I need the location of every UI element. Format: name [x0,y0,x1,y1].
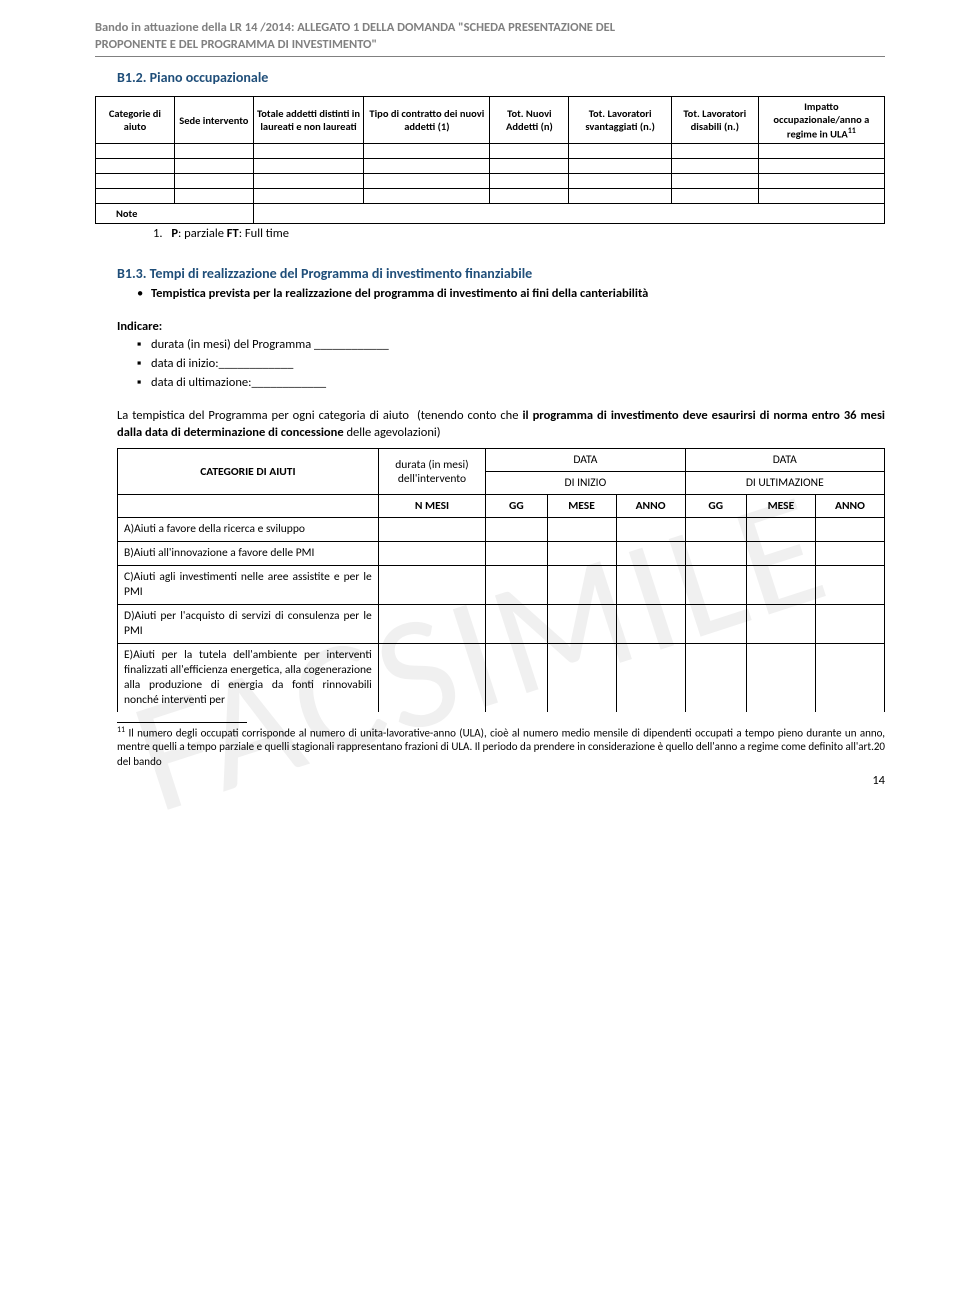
table-row: Note [96,204,885,224]
table-row: E)Aiuti per la tutela dell'ambiente per … [118,643,885,711]
footnote-sup: 11 [117,725,125,735]
table-row [96,189,885,204]
t1-h3: Tipo di contratto dei nuovi addetti (1) [364,96,490,144]
table-row [96,144,885,159]
section-b12-title: B1.2. Piano occupazionale [117,69,885,86]
t1-h6: Tot. Lavoratori disabili (n.) [671,96,758,144]
header-line2: PROPONENTE E DEL PROGRAMMA DI INVESTIMEN… [95,37,885,54]
t2-sub-gg2: GG [685,495,746,518]
t2-sub-nmesi: N MESI [378,495,485,518]
t1-h7: Impatto occupazionale/anno a regime in U… [758,96,884,144]
t2-hdr-inizio: DI INIZIO [486,472,685,495]
t2-sub-mese2: MESE [746,495,815,518]
page-number: 14 [95,773,885,788]
t1-h5: Tot. Lavoratori svantaggiati (n.) [569,96,672,144]
b13-bullet: •Tempistica prevista per la realizzazion… [137,286,885,303]
t2-hdr-dur: durata (in mesi) dell'intervento [378,449,485,495]
t2-hdr-cat: CATEGORIE DI AIUTI [118,449,379,495]
sq-item: ▪durata (in mesi) del Programma ________… [137,336,885,355]
note-text: P: parziale FT: Full time [171,226,289,241]
sq-item: ▪data di inizio:____________ [137,355,885,374]
table-row: D)Aiuti per l'acquisto di servizi di con… [118,604,885,643]
t1-h0: Categorie di aiuto [96,96,175,144]
t1-h2: Totale addetti distinti in laureati e no… [253,96,363,144]
t2-sub-anno2: ANNO [815,495,884,518]
t1-h4: Tot. Nuovi Addetti (n) [490,96,569,144]
t2-hdr-ult: DI ULTIMAZIONE [685,472,884,495]
t2-hdr-data1: DATA [486,449,685,472]
t2-sub-mese1: MESE [547,495,616,518]
footnote-separator [117,722,247,723]
t2-sub-anno1: ANNO [616,495,685,518]
t2-hdr-data2: DATA [685,449,884,472]
t1-sup: 11 [848,126,856,136]
note-num: 1. [153,226,163,241]
table-row [96,159,885,174]
table-row: B)Aiuti all'innovazione a favore delle P… [118,542,885,566]
t2-sub-gg1: GG [486,495,547,518]
piano-occupazionale-table: Categorie di aiuto Sede intervento Total… [95,96,885,225]
footnote: 11 Il numero degli occupati corrisponde … [117,725,885,770]
table-row [96,174,885,189]
indicate-label: Indicare: [117,319,885,334]
t1-h1: Sede intervento [174,96,253,144]
note-label: Note [116,207,251,220]
table-row: A)Aiuti a favore della ricerca e svilupp… [118,518,885,542]
page-header: Bando in attuazione della LR 14 /2014: A… [95,20,885,57]
header-line1: Bando in attuazione della LR 14 /2014: A… [95,20,885,37]
tempistica-paragraph: La tempistica del Programma per ogni cat… [117,408,885,442]
sq-item: ▪data di ultimazione:____________ [137,374,885,393]
section-b13-title: B1.3. Tempi di realizzazione del Program… [117,265,885,282]
tempistica-table: CATEGORIE DI AIUTI durata (in mesi) dell… [117,448,885,711]
table-row: C)Aiuti agli investimenti nelle aree ass… [118,566,885,605]
